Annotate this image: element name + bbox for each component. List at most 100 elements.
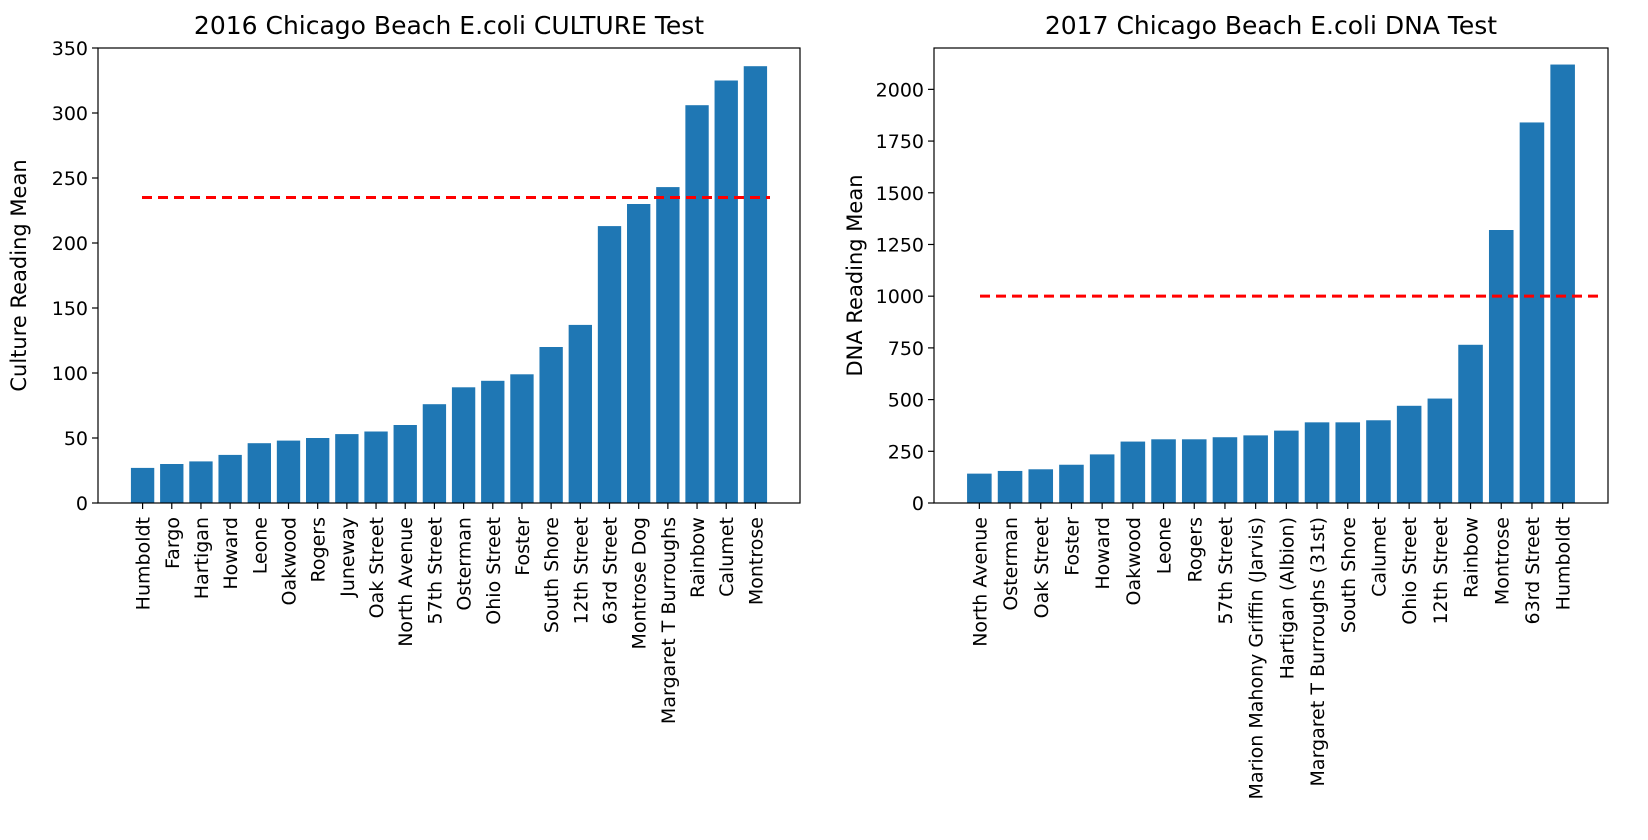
y-tick-label: 0: [912, 493, 924, 515]
x-tick-label: Calumet: [1368, 517, 1390, 597]
x-tick-label: Montrose Dog: [629, 517, 651, 649]
x-tick-label: 63rd Street: [600, 517, 622, 625]
x-tick-label: Oak Street: [366, 517, 388, 618]
bar-rainbow: [1458, 344, 1483, 503]
plot-frame: [97, 47, 801, 504]
y-tick-label: 150: [52, 298, 88, 320]
x-tick-label: South Shore: [1338, 517, 1360, 633]
chart-title: 2017 Chicago Beach E.coli DNA Test: [1045, 11, 1497, 40]
bar-ohio-street: [1396, 405, 1422, 503]
bar-margaret-t-burroughs-31st-: [1304, 422, 1330, 503]
bar-57th-street: [1212, 437, 1238, 503]
x-tick-label: Oakwood: [279, 517, 301, 605]
y-tick-label: 2000: [876, 79, 924, 101]
x-tick-label: North Avenue: [395, 517, 417, 647]
bar-oakwood: [276, 440, 301, 503]
x-tick-label: Foster: [1061, 517, 1083, 576]
bar-calumet: [1366, 420, 1391, 503]
y-tick-label: 500: [888, 390, 924, 412]
bar-rogers: [1181, 439, 1207, 503]
bar-humboldt: [1550, 64, 1575, 503]
x-tick-label: Marion Mahony Griffin (Jarvis): [1246, 517, 1268, 799]
x-tick-label: Osterman: [1000, 517, 1022, 611]
bar-south-shore: [539, 347, 563, 503]
x-tick-label: Howard: [220, 517, 242, 590]
x-tick-label: 63rd Street: [1522, 517, 1544, 625]
x-tick-label: Oak Street: [1031, 517, 1053, 618]
bar-63rd-street: [597, 226, 622, 503]
bar-osterman: [997, 470, 1023, 503]
x-tick-label: Montrose: [1491, 517, 1513, 605]
y-tick-label: 1500: [876, 183, 924, 205]
bar-hartigan-albion-: [1274, 430, 1299, 503]
bar-foster: [510, 374, 534, 503]
bar-oakwood: [1120, 441, 1146, 503]
x-tick-label: South Shore: [541, 517, 563, 633]
y-tick-label: 1000: [876, 286, 924, 308]
x-tick-label: 12th Street: [570, 517, 592, 624]
chart-dna-2017: 2017 Chicago Beach E.coli DNA Test DNA Re…: [843, 11, 1609, 799]
x-tick-label: Humboldt: [1553, 517, 1575, 610]
y-tick-label: 250: [888, 441, 924, 463]
x-tick-label: Ohio Street: [1399, 517, 1421, 625]
bar-osterman: [451, 387, 476, 503]
bar-fargo: [160, 464, 184, 503]
bar-juneway: [335, 434, 359, 503]
y-tick-label: 200: [52, 233, 88, 255]
y-tick-label: 250: [52, 168, 88, 190]
x-tick-label: Juneway: [337, 517, 359, 598]
y-tick-label: 300: [52, 103, 88, 125]
x-tick-label: 12th Street: [1430, 517, 1452, 624]
bar-ohio-street: [481, 380, 505, 503]
x-tick-label: 57th Street: [424, 517, 446, 624]
chart-title: 2016 Chicago Beach E.coli CULTURE Test: [194, 11, 704, 40]
x-tick-label: 57th Street: [1215, 517, 1237, 624]
x-tick-label: Leone: [249, 517, 271, 574]
bar-howard: [218, 454, 242, 503]
x-tick-label: Foster: [512, 517, 534, 576]
bar-hartigan: [189, 461, 213, 503]
x-tick-label: Fargo: [162, 517, 184, 569]
x-tick-label: Margaret T Burroughs (31st): [1307, 517, 1329, 786]
bar-calumet: [714, 80, 738, 503]
y-tick-label: 1250: [876, 234, 924, 256]
bar-montrose: [1488, 230, 1514, 503]
x-tick-label: Oakwood: [1123, 517, 1145, 605]
bar-south-shore: [1335, 422, 1361, 503]
bar-north-avenue: [393, 425, 417, 503]
x-tick-label: Margaret T Burroughs: [658, 517, 680, 724]
bar-rogers: [306, 438, 330, 503]
bar-foster: [1059, 464, 1084, 503]
bar-leone: [1151, 439, 1176, 503]
x-tick-label: Montrose: [745, 517, 767, 605]
x-tick-label: Humboldt: [133, 517, 155, 610]
x-tick-label: Rogers: [308, 517, 330, 582]
y-tick-label: 0: [76, 493, 88, 515]
x-tick-label: Rainbow: [687, 517, 709, 598]
bar-rainbow: [685, 105, 709, 503]
x-tick-label: Hartigan (Albion): [1276, 517, 1298, 679]
bar-montrose: [743, 66, 768, 503]
y-tick-label: 350: [52, 38, 88, 60]
x-tick-label: Howard: [1092, 517, 1114, 590]
bar-leone: [247, 443, 271, 503]
bar-marion-mahony-griffin-jarvis-: [1243, 435, 1268, 503]
y-axis-label: DNA Reading Mean: [843, 174, 867, 376]
bar-montrose-dog: [627, 204, 651, 503]
bar-north-avenue: [967, 473, 992, 503]
bar-oak-street: [1028, 469, 1054, 503]
x-tick-label: Rainbow: [1461, 517, 1483, 598]
x-tick-label: North Avenue: [969, 517, 991, 647]
bar-12th-street: [1427, 398, 1453, 503]
y-tick-label: 50: [64, 428, 88, 450]
bar-12th-street: [568, 324, 592, 503]
y-tick-label: 1750: [876, 131, 924, 153]
x-tick-label: Rogers: [1184, 517, 1206, 582]
y-tick-label: 750: [888, 338, 924, 360]
x-tick-label: Ohio Street: [483, 517, 505, 625]
chart-culture-2016: 2016 Chicago Beach E.coli CULTURE Test Cu…: [7, 11, 801, 724]
bar-howard: [1089, 454, 1115, 503]
x-tick-label: Hartigan: [191, 517, 213, 599]
y-tick-label: 100: [52, 363, 88, 385]
